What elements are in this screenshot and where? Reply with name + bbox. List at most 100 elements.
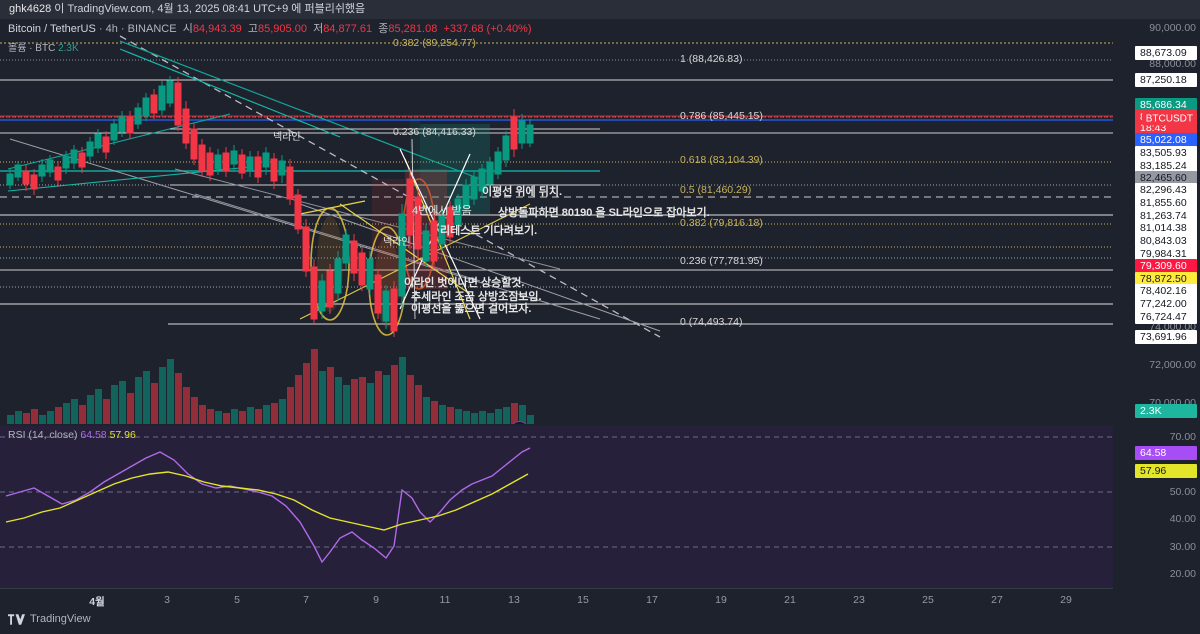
time-axis[interactable]: 4월 3 5 7 9 11 13 15 17 19 21 23 25 27 29 xyxy=(0,588,1113,612)
price-axis-chip: 83,185.24 xyxy=(1135,159,1197,173)
candle-series xyxy=(6,76,534,337)
volume-legend-label: 볼륨 · BTC xyxy=(8,43,56,54)
time-axis-tick: 15 xyxy=(577,594,589,606)
price-axis-chip: 85,022.08 xyxy=(1135,133,1197,147)
time-axis-tick: 17 xyxy=(646,594,658,606)
legend-low-label: 저 xyxy=(313,23,324,35)
symbol-price-badge: BTCUSDT xyxy=(1141,112,1197,126)
price-axis-chip: 87,250.18 xyxy=(1135,73,1197,87)
wedge-line-3 xyxy=(299,203,661,332)
fib-level-label: 0.236 (77,781.95) xyxy=(680,255,763,267)
price-axis-chip: 85,686.34 xyxy=(1135,98,1197,112)
price-axis-chip: 73,691.96 xyxy=(1135,330,1197,344)
price-axis-chip: 82,296.43 xyxy=(1135,183,1197,197)
time-axis-tick: 3 xyxy=(164,594,170,606)
rsi-slow-line xyxy=(5,471,529,531)
rsi-value-slow: 57.96 xyxy=(109,429,136,441)
legend-open-value: 84,943.39 xyxy=(192,23,242,35)
time-axis-tick: 9 xyxy=(373,594,379,606)
legend-high-value: 85,905.00 xyxy=(258,23,307,35)
legend-symbol[interactable]: Bitcoin / TetherUS xyxy=(8,23,96,35)
time-axis-tick: 4월 xyxy=(89,596,105,608)
legend-interval[interactable]: 4h xyxy=(105,23,118,35)
price-axis-chip: 81,263.74 xyxy=(1135,209,1197,223)
volume-histogram xyxy=(7,349,534,424)
price-axis-chip: 78,402.16 xyxy=(1135,284,1197,298)
fib-level-label: 0.236 (84,416.33) xyxy=(393,126,476,138)
rsi-value-fast: 64.58 xyxy=(80,429,107,441)
chart-annotation: 4번에서 받음 xyxy=(412,205,472,217)
time-axis-tick: 27 xyxy=(991,594,1003,606)
rsi-axis-tick: 70.00 xyxy=(1169,431,1196,443)
tradingview-brand[interactable]: TradingView xyxy=(8,613,91,625)
rsi-legend: RSI (14, close) 64.58 57.96 xyxy=(8,429,136,441)
price-axis-chip: 81,855.60 xyxy=(1135,196,1197,210)
rsi-pane[interactable]: RSI (14, close) 64.58 57.96 xyxy=(0,426,1113,588)
time-axis-tick: 21 xyxy=(784,594,796,606)
price-axis-chip: 88,673.09 xyxy=(1135,46,1197,60)
published-text: 이 TradingView.com, 4월 13, 2025 08:41 UTC… xyxy=(51,3,366,15)
chart-annotation: 이평선을 뚫으면 걸어보자. xyxy=(411,303,532,315)
price-axis-tick: 88,000.00 xyxy=(1149,58,1196,70)
time-axis-tick: 5 xyxy=(234,594,240,606)
price-axis-chip: 77,242.00 xyxy=(1135,297,1197,311)
highlight-zone-teal-2 xyxy=(410,117,420,229)
price-axis-chip: 82,465.60 xyxy=(1135,171,1197,185)
volume-legend: 볼륨 · BTC 2.3K xyxy=(8,39,79,54)
price-axis-chip: 80,843.03 xyxy=(1135,234,1197,248)
time-axis-tick: 19 xyxy=(715,594,727,606)
price-axis-chip: 79,984.31 xyxy=(1135,247,1197,261)
chart-legend: Bitcoin / TetherUS · 4h · BINANCE 시84,94… xyxy=(8,23,532,35)
price-axis-tick: 90,000.00 xyxy=(1149,22,1196,34)
price-axis-chip: 81,014.38 xyxy=(1135,221,1197,235)
rsi-axis[interactable]: 70.00 50.00 40.00 30.00 20.00 64.58 57.96 xyxy=(1113,426,1200,588)
fib-level-label: 0.382 (79,816.18) xyxy=(680,217,763,229)
time-axis-tick: 25 xyxy=(922,594,934,606)
price-axis-chip: 76,724.47 xyxy=(1135,310,1197,324)
chart-annotation: 이평선 위에 뒤치. xyxy=(482,186,563,198)
fib-level-label: 0.786 (85,445.15) xyxy=(680,110,763,122)
rsi-chart-svg xyxy=(0,436,1113,564)
wedge-line-1 xyxy=(174,168,561,270)
publisher-username: ghk4628 xyxy=(9,3,52,15)
price-axis-chip: 78,872.50 xyxy=(1135,272,1197,286)
price-axis[interactable]: 90,000.00 88,000.00 72,000.00 74,000.00 70,0… xyxy=(1113,19,1200,424)
legend-open-label: 시 xyxy=(182,23,193,35)
price-chart-svg xyxy=(0,35,1113,424)
fib-level-label: 0.5 (81,460.29) xyxy=(680,184,752,196)
chart-annotation: 넥라인 xyxy=(383,237,411,248)
price-axis-chip: 79,309.60 xyxy=(1135,259,1197,273)
legend-close-label: 종 xyxy=(378,23,389,35)
fib-level-label: 0.382 (89,254.77) xyxy=(393,37,476,49)
legend-exchange: BINANCE xyxy=(127,23,177,35)
price-pane[interactable]: Bitcoin / TetherUS · 4h · BINANCE 시84,94… xyxy=(0,19,1113,424)
legend-low-value: 84,877.61 xyxy=(323,23,373,35)
trend-line-teal-down2 xyxy=(119,48,341,138)
price-axis-chip: 83,505.93 xyxy=(1135,146,1197,160)
chart-annotation: 리테스트 기다려보기. xyxy=(440,225,538,237)
fib-level-label: 0.618 (83,104.39) xyxy=(680,154,763,166)
time-axis-tick: 7 xyxy=(303,594,309,606)
chart-annotation: 상방돌파하면 80190 을 SL라인으로 잡아보기. xyxy=(498,207,710,219)
legend-change: +337.68 (+0.40%) xyxy=(443,23,532,35)
rsi-axis-chip: 64.58 xyxy=(1135,446,1197,460)
fib-level-label: 0 (74,493.74) xyxy=(680,316,743,328)
volume-legend-value: 2.3K xyxy=(58,43,79,54)
price-axis-chip: 2.3K xyxy=(1135,404,1197,418)
fib-level-label: 1 (88,426.83) xyxy=(680,53,743,65)
price-axis-tick: 72,000.00 xyxy=(1149,359,1196,371)
chart-annotation: 추세라인 조금 상방조짐보임. xyxy=(411,291,542,303)
trend-line-teal-up xyxy=(7,113,231,170)
chart-annotation: 이라인 벗어나면 상승할것. xyxy=(404,277,525,289)
rsi-axis-tick: 30.00 xyxy=(1169,541,1196,553)
rsi-axis-tick: 50.00 xyxy=(1169,486,1196,498)
rsi-axis-tick: 40.00 xyxy=(1169,513,1196,525)
time-axis-tick: 23 xyxy=(853,594,865,606)
rsi-axis-chip: 57.96 xyxy=(1135,464,1197,478)
published-bar: ghk4628 이 TradingView.com, 4월 13, 2025 0… xyxy=(0,0,1200,19)
rsi-title[interactable]: RSI (14, close) xyxy=(8,429,78,441)
yellow-trend-1 xyxy=(299,200,366,215)
time-axis-tick: 29 xyxy=(1060,594,1072,606)
tradingview-brand-label: TradingView xyxy=(30,613,91,625)
